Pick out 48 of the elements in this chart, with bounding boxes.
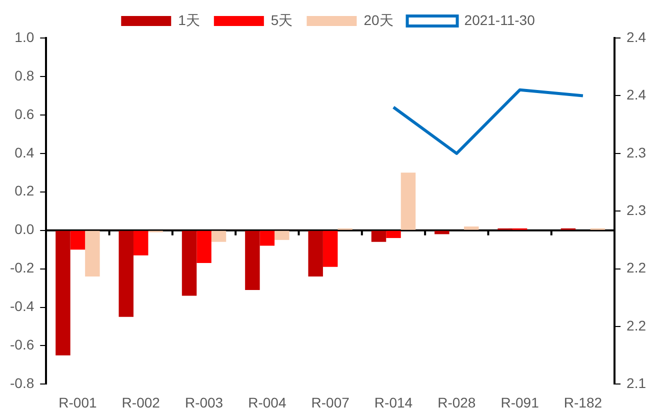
y-tick-label: 0.0 <box>14 221 34 238</box>
y-tick-label: -0.4 <box>10 298 34 314</box>
legend-label: 5天 <box>270 12 293 28</box>
y-tick-label: -0.2 <box>10 260 34 276</box>
y2-tick-label: 2.1 <box>626 375 646 392</box>
x-tick-label: R-002 <box>122 394 160 410</box>
y-tick-label: -0.8 <box>10 375 34 392</box>
y2-tick-label: 2.3 <box>626 202 646 218</box>
bar <box>434 230 450 234</box>
y-tick-label: 0.4 <box>14 144 34 160</box>
y2-tick-label: 2.4 <box>626 86 646 103</box>
legend-label: 2021-11-30 <box>464 12 536 28</box>
x-tick-label: R-091 <box>500 394 540 410</box>
y-tick-label: 0.8 <box>14 67 34 84</box>
y-tick-label: -0.6 <box>10 336 34 353</box>
bar <box>386 230 401 238</box>
x-tick-label: R-003 <box>184 394 224 410</box>
bar <box>56 230 70 356</box>
bar <box>464 226 479 230</box>
bar <box>371 230 386 242</box>
y2-tick-label: 2.2 <box>626 260 646 276</box>
bar <box>322 230 338 267</box>
bar <box>245 230 260 290</box>
y-tick-label: 0.6 <box>14 106 34 122</box>
x-tick-label: R-182 <box>564 394 602 410</box>
x-tick-label: R-004 <box>248 394 286 410</box>
bar <box>85 230 100 276</box>
bar <box>196 230 212 264</box>
bar <box>308 230 323 276</box>
bar <box>400 172 416 230</box>
bar <box>133 230 148 256</box>
bar <box>260 230 275 246</box>
bar <box>211 230 226 242</box>
y2-tick-label: 2.4 <box>626 28 646 45</box>
y2-tick-label: 2.2 <box>626 317 646 334</box>
x-tick-label: R-014 <box>374 394 413 410</box>
y2-tick-label: 2.3 <box>626 144 646 160</box>
bar <box>182 230 197 296</box>
x-tick-label: R-028 <box>438 394 476 410</box>
y-tick-label: 0.2 <box>14 182 34 199</box>
x-tick-label: R-001 <box>58 394 97 410</box>
bar <box>70 230 86 250</box>
bar <box>274 230 290 240</box>
bar <box>118 230 134 317</box>
legend-label: 20天 <box>364 12 394 28</box>
x-tick-label: R-007 <box>311 394 350 410</box>
legend-label: 1天 <box>178 12 200 28</box>
y-tick-label: 1.0 <box>14 28 34 45</box>
